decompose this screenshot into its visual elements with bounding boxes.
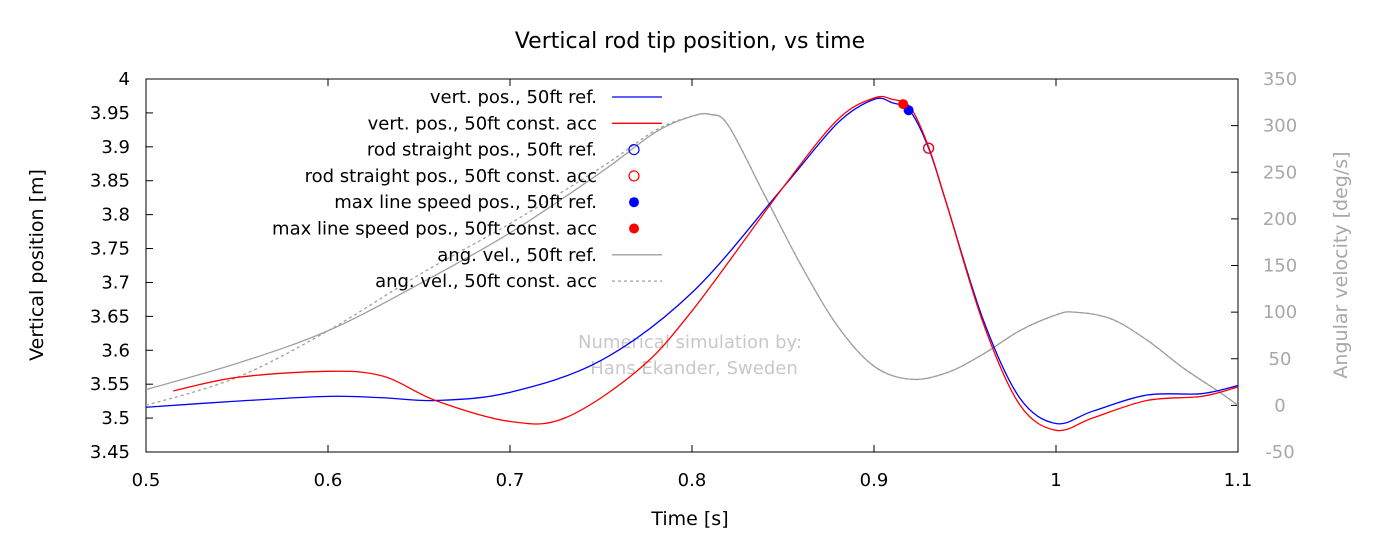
series-rod-straight-pos-50ft-const-acc-point	[922, 142, 935, 154]
legend-sample	[628, 170, 640, 182]
legend-label: ang. vel., 50ft ref.	[437, 245, 597, 266]
y-tick-label: 3.75	[90, 239, 130, 260]
y-tick-label: 3.7	[101, 272, 130, 293]
y-tick-label: 3.55	[90, 374, 130, 395]
y2-tick-label: 250	[1263, 162, 1297, 183]
series-vert-pos-50ft-const-acc	[173, 95, 1238, 432]
y-tick-label: 3.45	[90, 442, 130, 463]
plot-frame	[145, 78, 1239, 453]
y-tick-label: 3.85	[90, 171, 130, 192]
x-tick-label: 0.5	[132, 470, 161, 491]
legend-label: max line speed pos., 50ft ref.	[334, 192, 597, 213]
y-tick-label: 3.9	[101, 137, 130, 158]
legend-label: vert. pos., 50ft ref.	[430, 87, 597, 108]
legend-entry-rod-straight-pos-50ft-const-acc: rod straight pos., 50ft const. acc	[305, 166, 640, 187]
y-axis-label: Vertical position [m]	[26, 169, 48, 361]
y2-tick-label: 200	[1263, 209, 1297, 230]
x-tick-label: 1.1	[1224, 470, 1253, 491]
y2-tick-label: 50	[1269, 349, 1292, 370]
y2-tick-label: -50	[1265, 442, 1294, 463]
legend-label: rod straight pos., 50ft const. acc	[305, 166, 597, 187]
legend-label: ang. vel., 50ft const. acc	[375, 271, 597, 292]
plot-area	[146, 95, 1238, 432]
legend-entry-max-line-speed-pos-50ft-ref: max line speed pos., 50ft ref.	[334, 192, 639, 213]
legend-entry-max-line-speed-pos-50ft-const-acc: max line speed pos., 50ft const. acc	[272, 219, 639, 240]
watermark-line-2: Hans Ekander, Sweden	[590, 358, 797, 379]
y2-tick-label: 100	[1263, 302, 1297, 323]
legend-sample	[629, 197, 639, 208]
legend-label: rod straight pos., 50ft ref.	[367, 140, 597, 161]
legend: vert. pos., 50ft ref. vert. pos., 50ft co…	[272, 87, 662, 292]
x-tick-label: 1	[1050, 470, 1061, 491]
series-ang-vel-50ft-const-acc	[146, 112, 1238, 407]
series-max-line-speed-pos-50ft-const-acc-point	[898, 99, 909, 110]
y-tick-label: 3.5	[101, 408, 130, 429]
y-tick-label: 3.6	[101, 340, 130, 361]
legend-label: max line speed pos., 50ft const. acc	[272, 219, 597, 240]
legend-entry-ang-vel-50ft-const-acc: ang. vel., 50ft const. acc	[375, 271, 662, 292]
x-tick-label: 0.8	[678, 470, 707, 491]
y2-tick-label: 0	[1274, 395, 1285, 416]
legend-label: vert. pos., 50ft const. acc	[368, 113, 597, 134]
y2-tick-label: 150	[1263, 256, 1297, 277]
legend-entry-vert-pos-50ft-const-acc: vert. pos., 50ft const. acc	[368, 113, 662, 134]
legend-sample	[628, 144, 640, 156]
y2-tick-label: 300	[1263, 116, 1297, 137]
y2-axis-label: Angular velocity [deg/s]	[1330, 151, 1352, 378]
y-tick-label: 4	[119, 69, 130, 90]
x-tick-label: 0.6	[314, 470, 343, 491]
legend-entry-vert-pos-50ft-ref: vert. pos., 50ft ref.	[430, 87, 662, 108]
axes: 0.5 0.6 0.7 0.8 0.9 1 1.1 3.45 3.5 3.55 3.6 3.65 3.7…	[90, 69, 1297, 491]
y-tick-label: 3.65	[90, 306, 130, 327]
x-axis-label: Time [s]	[650, 508, 728, 530]
y2-tick-label: 350	[1263, 69, 1297, 90]
x-tick-label: 0.9	[860, 470, 889, 491]
series-ang-vel-50ft-ref	[146, 112, 1238, 406]
x-tick-label: 0.7	[496, 470, 525, 491]
watermark-line-1: Numerical simulation by:	[578, 332, 802, 353]
chart-title: Vertical rod tip position, vs time	[515, 29, 865, 54]
legend-sample	[629, 223, 639, 234]
legend-entry-ang-vel-50ft-ref: ang. vel., 50ft ref.	[437, 245, 662, 266]
y-tick-label: 3.95	[90, 103, 130, 124]
y-tick-label: 3.8	[101, 205, 130, 226]
series-vert-pos-50ft-ref	[146, 97, 1238, 425]
legend-entry-rod-straight-pos-50ft-ref: rod straight pos., 50ft ref.	[367, 140, 640, 161]
